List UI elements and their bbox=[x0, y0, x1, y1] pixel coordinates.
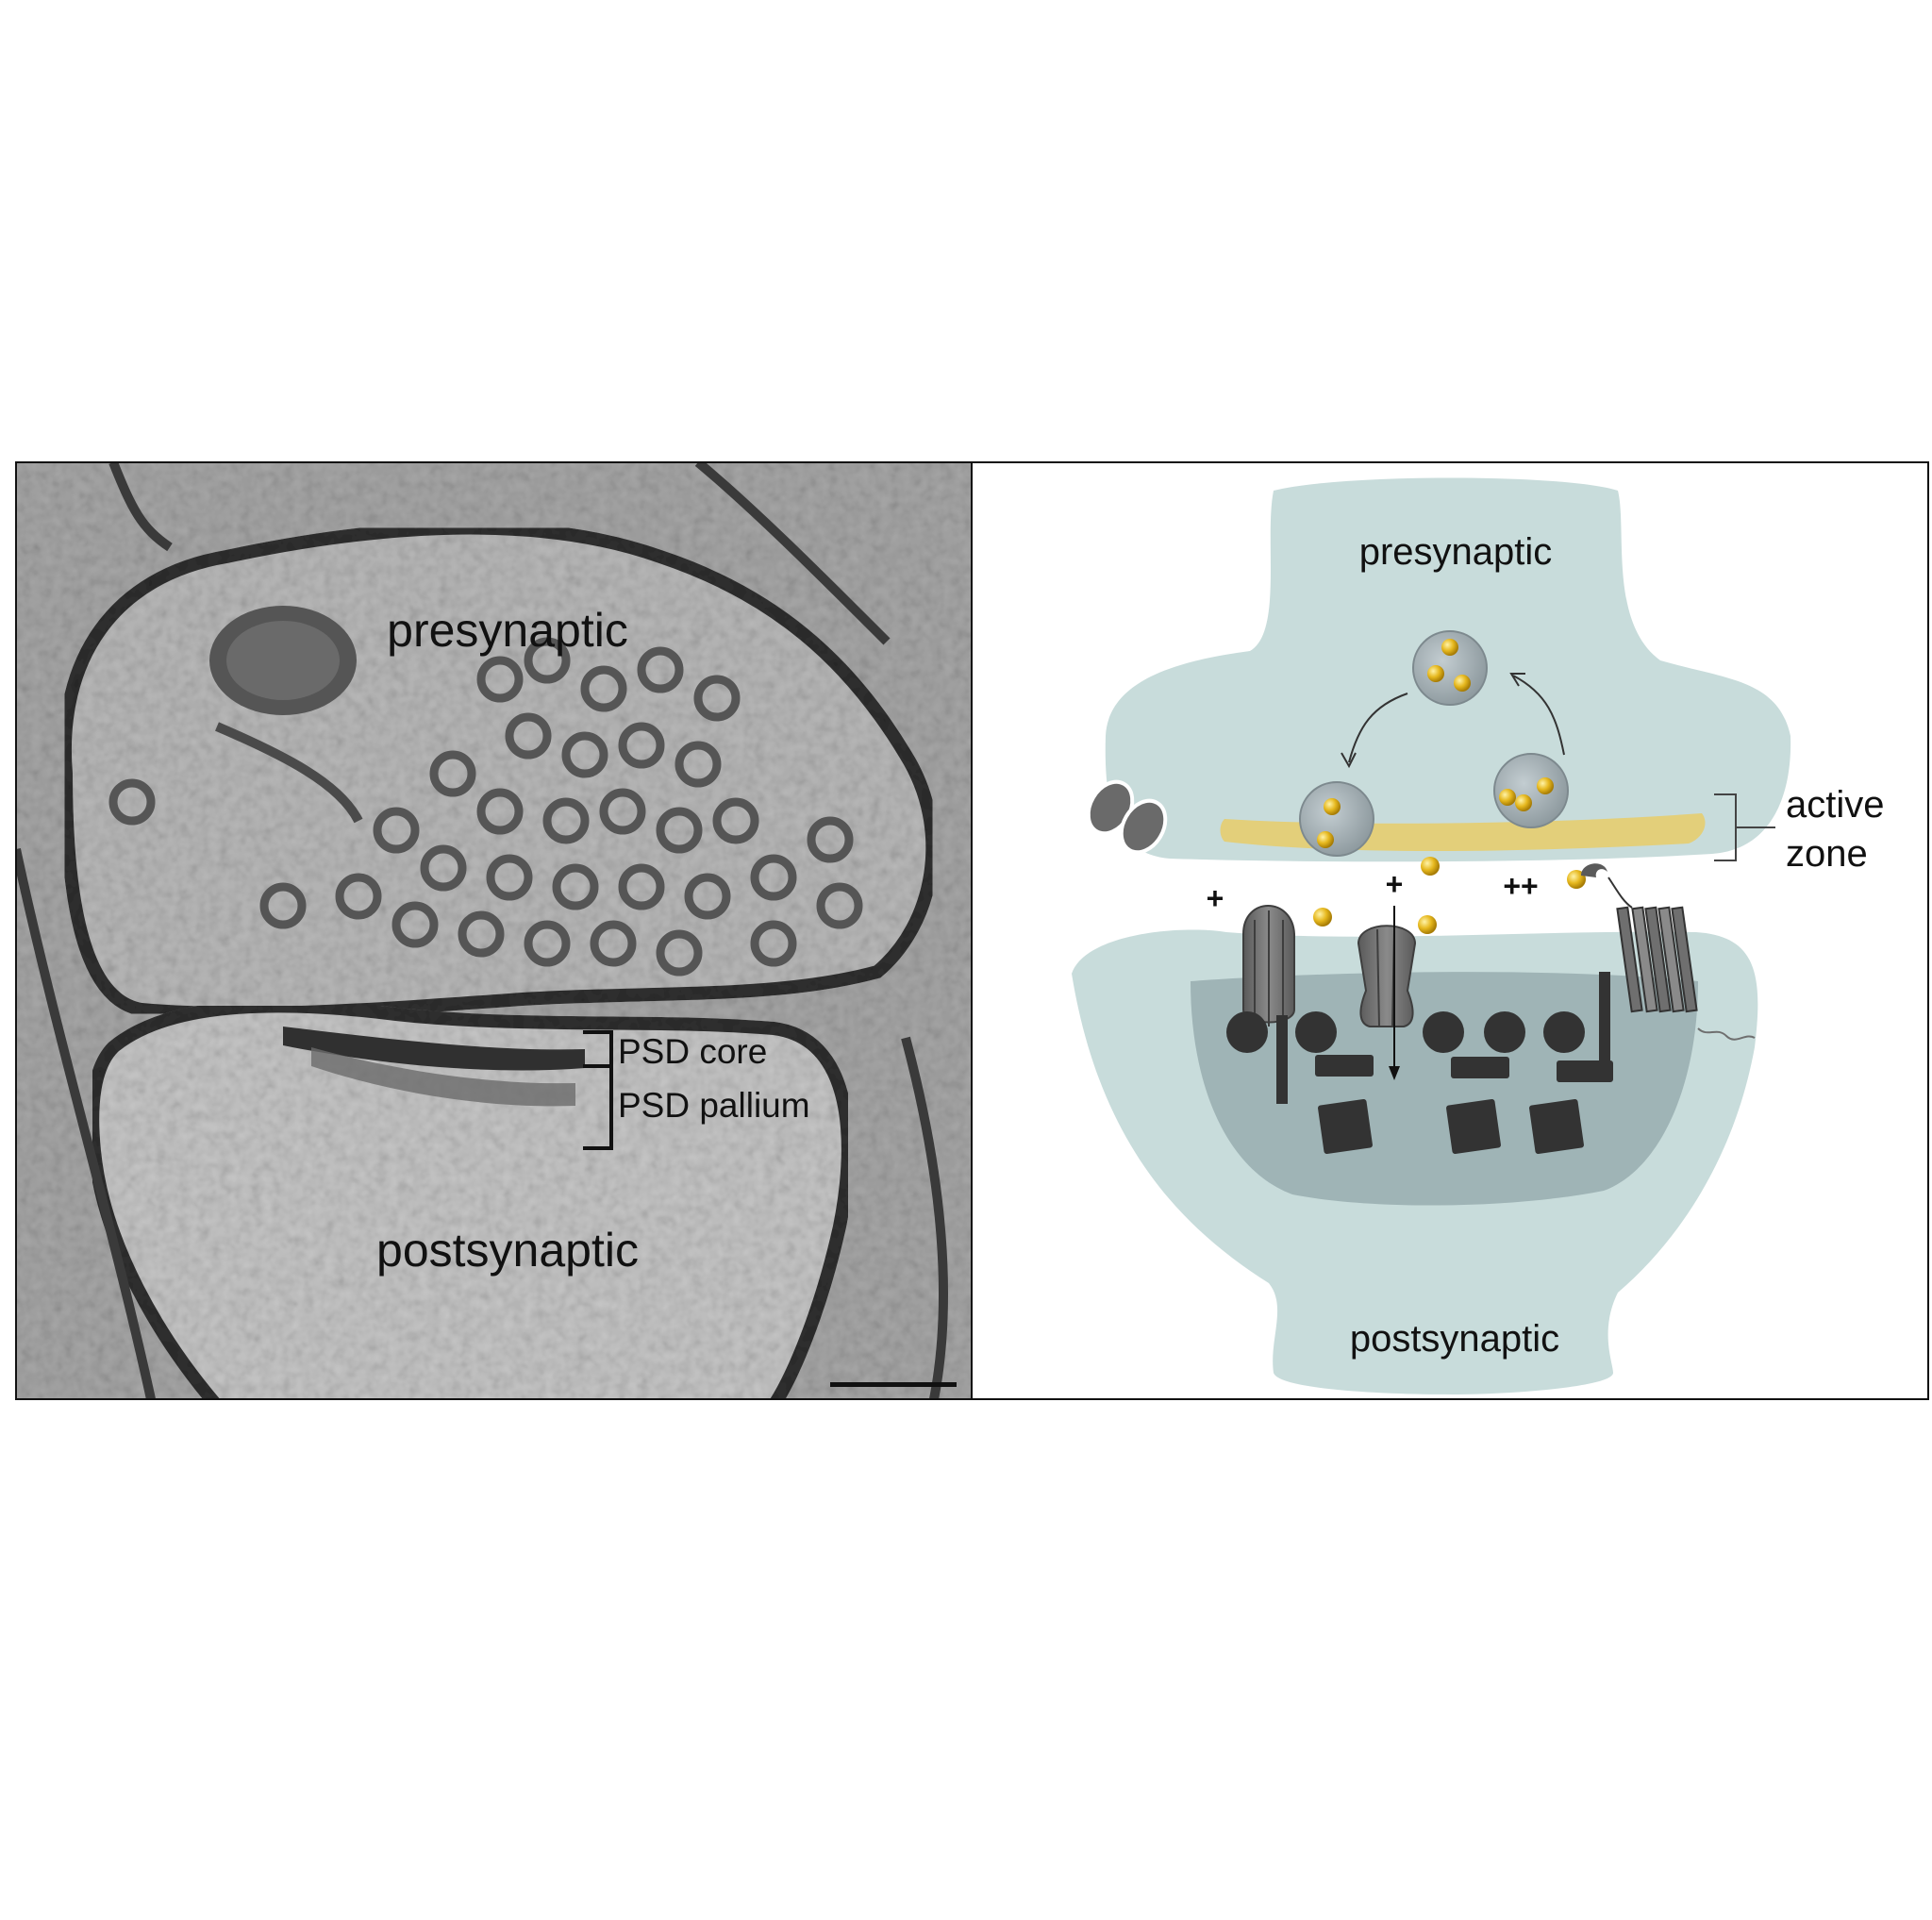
ion-channel-receptor-middle bbox=[1357, 925, 1417, 1027]
sign-right: ++ bbox=[1503, 869, 1538, 903]
active-zone-bracket bbox=[1714, 793, 1775, 861]
em-micrograph-panel: presynaptic postsynaptic PSD core PSD pa… bbox=[16, 462, 972, 1399]
ionotropic-receptor-left bbox=[1242, 905, 1295, 1027]
metabotropic-receptor-right bbox=[1581, 863, 1756, 1041]
psd-pallium-label: PSD pallium bbox=[618, 1086, 810, 1125]
vesicle-left bbox=[1299, 781, 1374, 857]
adhesion-molecule bbox=[1086, 779, 1168, 855]
active-zone-label-line1: active bbox=[1786, 784, 1885, 826]
neurotransmitter bbox=[1441, 639, 1458, 656]
neurotransmitter bbox=[1421, 857, 1440, 876]
neurotransmitter bbox=[1567, 870, 1586, 889]
vesicle-top bbox=[1412, 630, 1488, 706]
schematic-postsynaptic-label: postsynaptic bbox=[1350, 1318, 1559, 1360]
neurotransmitter bbox=[1324, 798, 1341, 815]
schematic-panel-frame bbox=[971, 461, 1929, 1400]
neurotransmitter bbox=[1427, 665, 1444, 682]
neurotransmitter bbox=[1317, 831, 1334, 848]
em-postsynaptic-label: postsynaptic bbox=[376, 1224, 639, 1277]
scale-bar bbox=[830, 1382, 957, 1387]
neurotransmitter bbox=[1537, 777, 1554, 794]
neurotransmitter bbox=[1515, 794, 1532, 811]
em-image bbox=[16, 462, 972, 1399]
neurotransmitter bbox=[1454, 675, 1471, 692]
recycle-arrow-right bbox=[1512, 675, 1565, 756]
psd-bracket bbox=[583, 1030, 613, 1150]
em-vesicles bbox=[108, 637, 863, 977]
psd-core-label: PSD core bbox=[618, 1032, 767, 1071]
sign-left: + bbox=[1207, 881, 1224, 915]
em-presynaptic-label: presynaptic bbox=[387, 604, 628, 657]
scaffold-proteins bbox=[1226, 972, 1613, 1154]
active-zone-label-line2: zone bbox=[1786, 833, 1868, 875]
schematic-presynaptic-label: presynaptic bbox=[1359, 531, 1553, 573]
schematic-panel: presynaptic postsynaptic active zone + +… bbox=[1072, 477, 1885, 1394]
neurotransmitter bbox=[1313, 908, 1332, 927]
neurotransmitter bbox=[1499, 789, 1516, 806]
sign-middle: + bbox=[1386, 867, 1404, 901]
neurotransmitter bbox=[1418, 915, 1437, 934]
recycle-arrow-left bbox=[1348, 693, 1408, 763]
vesicle-right bbox=[1493, 753, 1569, 828]
